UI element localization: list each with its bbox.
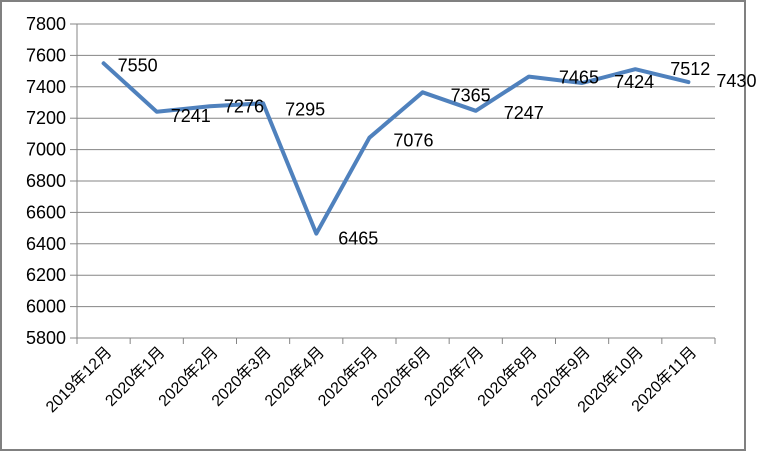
data-label: 7424 (614, 72, 654, 92)
y-axis-label: 5800 (26, 328, 66, 348)
data-label: 7241 (171, 106, 211, 126)
y-axis-label: 7000 (26, 140, 66, 160)
chart-frame-border (0, 0, 746, 451)
data-label: 7276 (224, 96, 264, 116)
y-axis-label: 6000 (26, 297, 66, 317)
data-label: 7465 (559, 68, 599, 88)
series-line (101, 61, 691, 236)
data-label: 7512 (670, 59, 710, 79)
data-label: 7076 (393, 131, 433, 151)
data-label: 7430 (716, 71, 756, 91)
y-axis-label: 7600 (26, 45, 66, 65)
y-axis-label: 6800 (26, 171, 66, 191)
data-label: 6465 (338, 229, 378, 249)
x-axis-label: 2019年12月 (42, 343, 115, 416)
y-axis-label: 7200 (26, 108, 66, 128)
y-axis-label: 6600 (26, 202, 66, 222)
y-axis-label: 6400 (26, 234, 66, 254)
data-label: 7550 (118, 55, 158, 75)
data-label: 7247 (504, 103, 544, 123)
data-label: 7295 (285, 99, 325, 119)
data-label: 7365 (451, 85, 491, 105)
y-axis-label: 7400 (26, 77, 66, 97)
y-axis-label: 6200 (26, 265, 66, 285)
y-axis-label: 7800 (26, 14, 66, 34)
